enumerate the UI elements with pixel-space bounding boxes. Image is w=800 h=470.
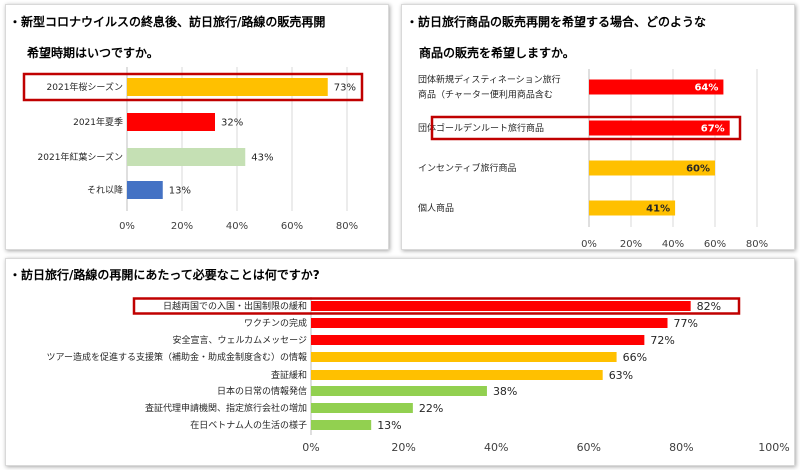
bar [311,318,668,328]
value-label: 66% [623,351,647,364]
x-tick-label: 20% [391,441,415,454]
value-label: 67% [701,124,725,135]
bar [311,386,487,396]
x-tick-label: 80% [336,221,358,232]
value-label: 64% [694,83,718,94]
value-label: 32% [221,118,243,129]
value-label: 22% [419,402,443,415]
chart-panel-sales-timing: ・新型コロナウイルスの終息後、訪日旅行/路線の販売再開 希望時期はいつですか。 … [5,4,389,250]
category-label: ツアー造成を促進する支援策（補助金・助成金制度含む）の情報 [47,351,307,363]
bar [311,420,372,430]
bar [589,79,724,95]
chart-plot-sales-timing: 0% 20% 40% 60% 80% 2021年桜シーズン 73% 2021年夏季 32% 202… [22,67,364,232]
highlight-box [132,297,741,315]
category-label: 安全宣言、ウェルカムメッセージ [172,334,307,346]
bar [311,301,691,311]
chart-subtitle: 希望時期はいつですか。 [27,46,159,60]
x-tick-label: 20% [171,221,193,232]
bar [589,160,715,176]
category-label: 個人商品 [418,202,454,214]
chart-panel-requirements: ・訪日旅行/路線の再開にあたって必要なことは何ですか? 0% 20% 40% 60% 8… [5,258,795,466]
highlight-box [22,72,364,102]
x-tick-label: 20% [620,239,642,250]
bar [127,181,163,199]
value-label: 38% [493,385,517,398]
chart-plot-product-types: 0% 20% 40% 60% 80% 団体新規ディスティネーション旅行商品（チャーター便利… [418,69,768,250]
category-label: 査証代理申請機関、指定旅行会社の増加 [145,402,307,414]
chart-panel-product-types: ・訪日旅行商品の販売再開を希望する場合、どのような 商品の販売を希望しますか。 … [401,4,795,250]
category-label: 商品（チャーター便利用商品含む [418,89,553,101]
chart-plot-requirements: 0% 20% 40% 60% 80% 100% 日越両国での入国・出国制限の緩和 82% ワクチ… [47,297,790,454]
x-tick-label: 40% [662,239,684,250]
x-tick-label: 40% [226,221,248,232]
category-label: 査証緩和 [271,369,307,381]
bar [589,120,730,136]
x-tick-label: 60% [281,221,303,232]
bar [127,113,215,131]
value-label: 72% [650,334,674,347]
bar [311,335,645,345]
x-tick-label: 0% [302,441,319,454]
value-label: 41% [646,204,670,215]
category-label: それ以降 [87,184,123,196]
category-label: 日本の日常の情報発信 [217,385,307,397]
category-label: 2021年桜シーズン [47,81,123,93]
category-label: インセンティブ旅行商品 [418,162,516,174]
bar [311,352,617,362]
value-label: 82% [697,300,721,313]
value-label: 13% [169,186,191,197]
x-tick-label: 40% [484,441,508,454]
x-tick-label: 60% [704,239,726,250]
value-label: 77% [674,317,698,330]
chart-title: ・訪日旅行商品の販売再開を希望する場合、どのような [406,15,707,29]
value-label: 73% [334,83,356,94]
value-label: 13% [377,419,401,432]
chart-subtitle: 商品の販売を希望しますか。 [419,46,575,60]
x-tick-label: 0% [581,239,597,250]
bar [311,370,603,380]
x-tick-label: 100% [758,441,789,454]
chart-title: ・新型コロナウイルスの終息後、訪日旅行/路線の販売再開 [9,15,326,29]
category-label: 2021年夏季 [73,116,123,128]
category-label: 日越両国での入国・出国制限の緩和 [163,300,307,312]
bar [127,78,328,96]
x-tick-label: 80% [746,239,768,250]
bar [311,403,413,413]
chart-title: ・訪日旅行/路線の再開にあたって必要なことは何ですか? [9,268,320,282]
highlight-box [430,115,742,141]
bar [127,148,246,166]
x-tick-label: 0% [119,221,135,232]
value-label: 63% [609,369,633,382]
value-label: 60% [686,164,710,175]
category-label: 団体新規ディスティネーション旅行 [418,74,561,86]
bar [589,200,676,216]
category-label: 在日ベトナム人の生活の様子 [190,419,307,431]
x-tick-label: 60% [577,441,601,454]
category-label: 2021年紅葉シーズン [38,151,123,163]
x-tick-label: 80% [669,441,693,454]
category-label: 団体ゴールデンルート旅行商品 [418,122,544,134]
category-label: ワクチンの完成 [244,317,307,329]
value-label: 43% [251,153,273,164]
